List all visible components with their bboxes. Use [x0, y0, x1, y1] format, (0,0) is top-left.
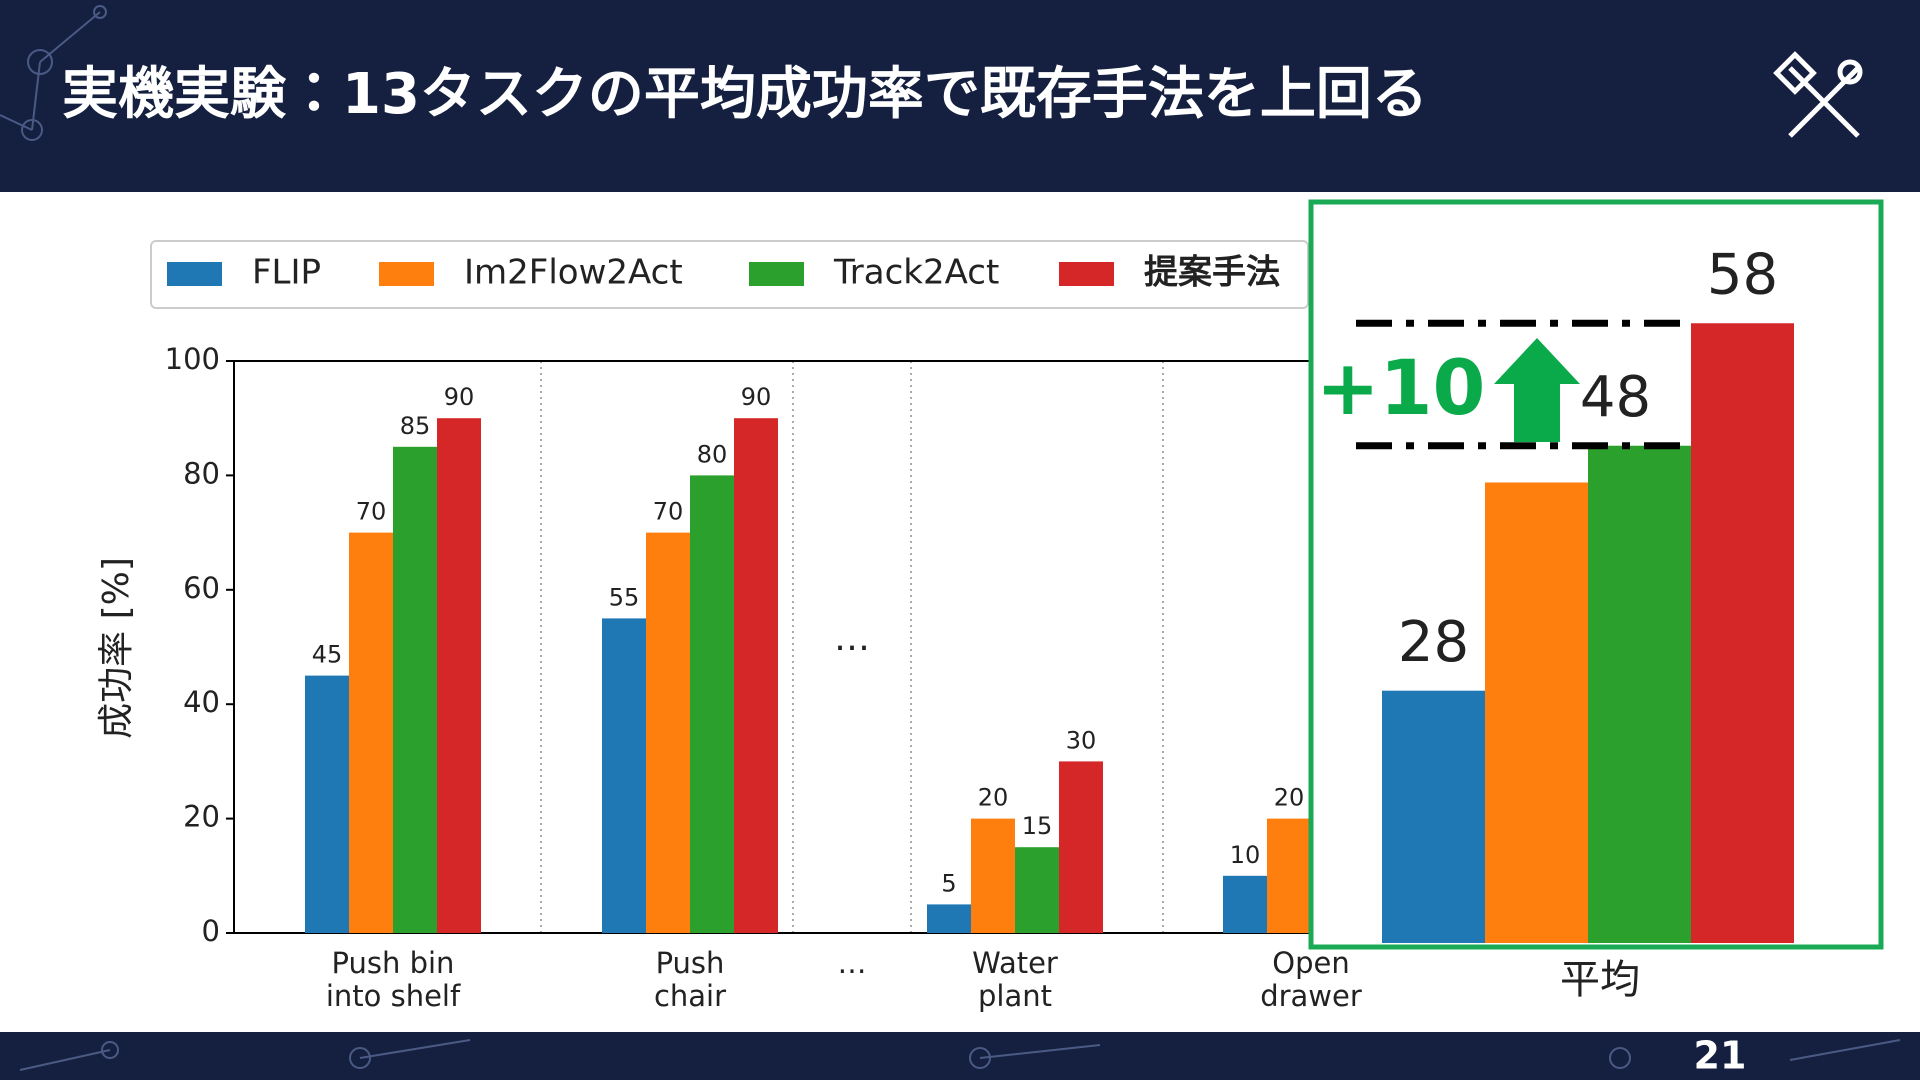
header-decoration [0, 5, 107, 141]
value-label: 58 [1707, 242, 1778, 307]
legend-label: Im2Flow2Act [464, 253, 683, 293]
legend-label: 提案手法 [1144, 253, 1280, 293]
bar [305, 675, 349, 933]
value-label: 45 [312, 641, 343, 669]
bar [1223, 875, 1267, 933]
value-label: 15 [1022, 812, 1053, 840]
y-tick-label: 100 [165, 342, 220, 376]
bar [1059, 761, 1103, 933]
x-tick-label: Open drawer [1260, 946, 1362, 1013]
legend-label: Track2Act [833, 253, 999, 293]
bar [1267, 818, 1311, 933]
plot-annotation: … [834, 618, 870, 659]
value-label: 30 [1066, 726, 1097, 754]
legend-swatch [1059, 262, 1114, 286]
x-tick-label: 平均 [1560, 957, 1640, 1003]
arrow [1494, 338, 1580, 442]
inset-frame [1308, 199, 1884, 950]
value-label: 85 [400, 412, 431, 440]
x-tick-label: … [837, 946, 867, 980]
slide-title: 実機実験：13タスクの平均成功率で既存手法を上回る [62, 62, 1428, 127]
bar [927, 904, 971, 933]
annotation: +10 [1316, 343, 1485, 432]
header-band [0, 0, 1920, 192]
y-tick-label: 60 [183, 571, 220, 605]
bar [1485, 482, 1588, 943]
value-label: 70 [653, 498, 684, 526]
legend: FLIP Im2Flow2Act Track2Act 提案手法 [150, 240, 1309, 309]
value-label: 20 [1274, 784, 1305, 812]
bar [349, 532, 393, 933]
bar [690, 475, 734, 933]
value-label: 70 [356, 498, 387, 526]
bar [1588, 445, 1691, 943]
value-label: 5 [941, 869, 956, 897]
bar [437, 418, 481, 933]
y-tick-label: 40 [183, 685, 220, 719]
x-tick-label: Push chair [653, 946, 727, 1013]
legend-label: FLIP [252, 253, 321, 293]
value-label: 55 [609, 583, 640, 611]
legend-swatch [379, 262, 434, 286]
value-label: 10 [1230, 841, 1261, 869]
y-tick-label: 20 [183, 800, 220, 834]
y-tick-label: 0 [202, 914, 220, 948]
bar [971, 818, 1015, 933]
bar [393, 446, 437, 933]
legend-box [150, 240, 1309, 309]
value-label: 80 [697, 440, 728, 468]
y-axis-label: 成功率 [%] [96, 557, 137, 739]
legend-swatch [167, 262, 222, 286]
logo [1773, 51, 1863, 138]
value-label: 48 [1580, 365, 1651, 430]
bar [646, 532, 690, 933]
value-label: 28 [1398, 610, 1469, 675]
footer-band [0, 1032, 1920, 1080]
bar [1691, 323, 1794, 944]
value-label: 90 [741, 383, 772, 411]
bar [1015, 847, 1059, 933]
bar [734, 418, 778, 933]
bar [602, 618, 646, 933]
y-tick-label: 80 [183, 456, 220, 490]
value-label: 90 [444, 383, 475, 411]
x-tick-label: Water plant [972, 946, 1058, 1013]
bar [1382, 690, 1485, 943]
x-tick-label: Push bin into shelf [325, 946, 461, 1013]
value-label: 20 [978, 784, 1009, 812]
page-number: 21 [1694, 1034, 1747, 1078]
footer-decoration [19, 1039, 1901, 1071]
legend-swatch [749, 262, 804, 286]
